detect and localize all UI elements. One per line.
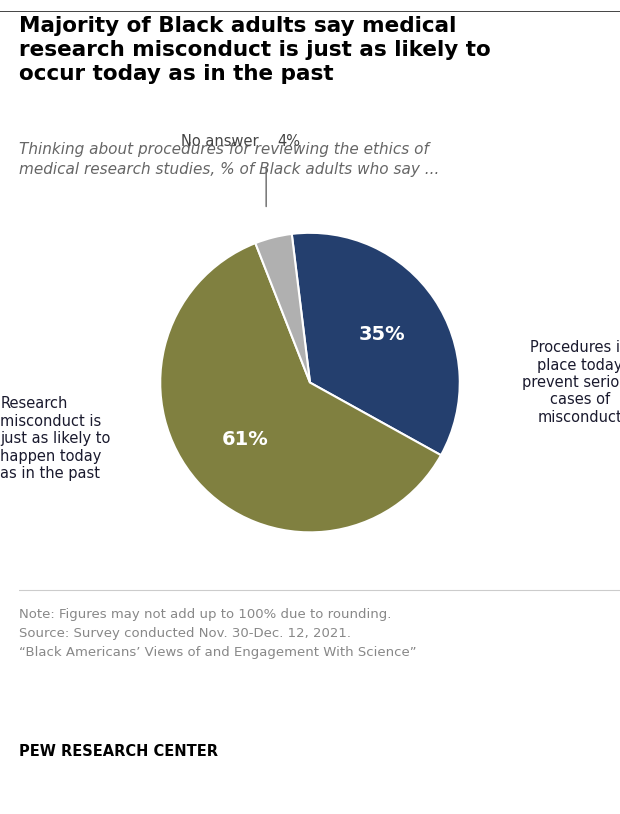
Text: 61%: 61% <box>221 431 268 449</box>
Text: Majority of Black adults say medical
research misconduct is just as likely to
oc: Majority of Black adults say medical res… <box>19 16 490 85</box>
Text: 35%: 35% <box>359 325 405 344</box>
Wedge shape <box>160 243 441 532</box>
Text: Procedures in
place today
prevent serious
cases of
misconduct: Procedures in place today prevent seriou… <box>523 340 620 425</box>
Text: Note: Figures may not add up to 100% due to rounding.
Source: Survey conducted N: Note: Figures may not add up to 100% due… <box>19 608 416 659</box>
Text: Thinking about procedures for reviewing the ethics of
medical research studies, : Thinking about procedures for reviewing … <box>19 142 439 177</box>
Text: 4%: 4% <box>277 134 301 150</box>
Text: PEW RESEARCH CENTER: PEW RESEARCH CENTER <box>19 744 218 759</box>
Wedge shape <box>292 233 460 455</box>
Text: Research
misconduct is
just as likely to
happen today
as in the past: Research misconduct is just as likely to… <box>0 396 110 481</box>
Wedge shape <box>255 234 310 383</box>
Text: No answer: No answer <box>181 134 259 150</box>
